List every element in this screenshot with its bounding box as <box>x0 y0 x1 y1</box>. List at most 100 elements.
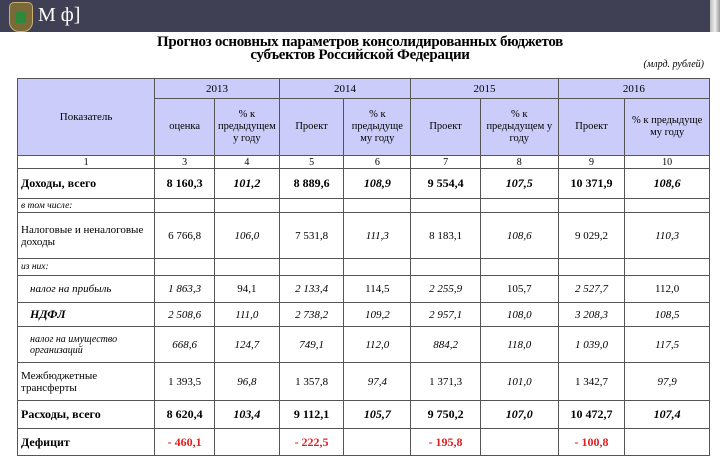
cell-value: 9 029,2 <box>557 212 626 259</box>
cell-value: - 460,1 <box>154 428 215 456</box>
header-sub: Проект <box>278 98 345 156</box>
cell-value: 97,9 <box>624 362 710 401</box>
column-number: 8 <box>479 155 559 169</box>
header-sub: % к предыдуще му году <box>624 98 710 156</box>
cell-value: 107,0 <box>479 400 559 429</box>
cell-value: 8 620,4 <box>154 400 215 429</box>
header-sub: % к предыдущем у году <box>479 98 559 156</box>
cell-value: 103,4 <box>213 400 280 429</box>
cell-value: 2 957,1 <box>410 302 481 327</box>
row-label: Доходы, всего <box>16 168 156 199</box>
top-bar: М ф] <box>0 0 710 32</box>
cell-value <box>343 428 412 456</box>
table-row: налог на прибыль 1 863,3 94,1 2 133,4 114,5 2… <box>16 275 710 303</box>
cell-value <box>278 198 345 213</box>
cell-value: 10 472,7 <box>557 400 626 429</box>
table-row: Дефицит - 460,1 - 222,5 - 195,8 - 100,8 <box>16 428 710 456</box>
header-sub: Проект <box>557 98 626 156</box>
cell-value: 1 863,3 <box>154 275 215 303</box>
row-label: Межбюджетные трансферты <box>16 362 156 401</box>
row-label: в том числе: <box>16 198 156 213</box>
header-sub: Проект <box>410 98 481 156</box>
cell-value: - 195,8 <box>410 428 481 456</box>
cell-value <box>624 258 710 276</box>
cell-value: 109,2 <box>343 302 412 327</box>
row-label: НДФЛ <box>16 302 156 327</box>
cell-value: 105,7 <box>479 275 559 303</box>
cell-value: 111,0 <box>213 302 280 327</box>
cell-value <box>479 428 559 456</box>
header-sub: % к предыдуще му году <box>343 98 412 156</box>
scrollbar[interactable] <box>710 0 720 32</box>
cell-value: 124,7 <box>213 326 280 363</box>
cell-value <box>557 258 626 276</box>
header-year: 2016 <box>557 78 711 99</box>
column-number: 6 <box>343 155 412 169</box>
cell-value: 8 889,6 <box>278 168 345 199</box>
cell-value: 668,6 <box>154 326 215 363</box>
cell-value: 112,0 <box>624 275 710 303</box>
cell-value: 118,0 <box>479 326 559 363</box>
header-year: 2015 <box>410 78 559 99</box>
row-label: налог на прибыль <box>16 275 156 303</box>
header-year: 2014 <box>278 78 412 99</box>
cell-value: 884,2 <box>410 326 481 363</box>
cell-value: 106,0 <box>213 212 280 259</box>
row-label: из них: <box>16 258 156 276</box>
row-label: налог на имущество организаций <box>16 326 156 363</box>
cell-value: 2 527,7 <box>557 275 626 303</box>
cell-value: 96,8 <box>213 362 280 401</box>
table-row: из них: <box>16 258 710 276</box>
cell-value: 105,7 <box>343 400 412 429</box>
cell-value: 108,6 <box>624 168 710 199</box>
table-row: налог на имущество организаций 668,6 124,7… <box>16 326 710 363</box>
column-number: 4 <box>213 155 280 169</box>
cell-value: - 100,8 <box>557 428 626 456</box>
cell-value <box>213 198 280 213</box>
cell-value <box>410 258 481 276</box>
cell-value <box>154 198 215 213</box>
cell-value: 6 766,8 <box>154 212 215 259</box>
table-row: Доходы, всего 8 160,3 101,2 8 889,6 108,9 9 5… <box>16 168 710 199</box>
header-sub: % к предыдущем у году <box>213 98 280 156</box>
header-indicator: Показатель <box>16 78 156 156</box>
cell-value <box>624 428 710 456</box>
cell-value: 749,1 <box>278 326 345 363</box>
row-label: Расходы, всего <box>16 400 156 429</box>
page-title-line2: субъектов Российской Федерации <box>250 47 470 63</box>
cell-value: 111,3 <box>343 212 412 259</box>
header-year: 2013 <box>154 78 280 99</box>
cell-value: 2 738,2 <box>278 302 345 327</box>
cell-value: 10 371,9 <box>557 168 626 199</box>
row-label: Дефицит <box>16 428 156 456</box>
cell-value: 108,0 <box>479 302 559 327</box>
column-number: 1 <box>16 155 156 169</box>
cell-value: 107,5 <box>479 168 559 199</box>
cell-value <box>213 258 280 276</box>
cell-value <box>278 258 345 276</box>
unit-label: (млрд. рублей) <box>643 59 704 70</box>
budget-table: Показатель 2013 2014 2015 2016 оценка % … <box>16 78 711 456</box>
row-label: Налоговые и неналоговые доходы <box>16 212 156 259</box>
cell-value <box>213 428 280 456</box>
cell-value <box>624 198 710 213</box>
cell-value: 1 342,7 <box>557 362 626 401</box>
cell-value: 2 508,6 <box>154 302 215 327</box>
cell-value <box>557 198 626 213</box>
cell-value: 112,0 <box>343 326 412 363</box>
column-number: 3 <box>154 155 215 169</box>
cell-value: 8 183,1 <box>410 212 481 259</box>
table-row: НДФЛ 2 508,6 111,0 2 738,2 109,2 2 957,1 108,0… <box>16 302 710 327</box>
table-row: Налоговые и неналоговые доходы 6 766,8 106… <box>16 212 710 259</box>
cell-value: 8 160,3 <box>154 168 215 199</box>
table-row: в том числе: <box>16 198 710 213</box>
cell-value: 97,4 <box>343 362 412 401</box>
cell-value: - 222,5 <box>278 428 345 456</box>
cell-value <box>343 258 412 276</box>
cell-value: 1 039,0 <box>557 326 626 363</box>
header-sub: оценка <box>154 98 215 156</box>
cell-value: 117,5 <box>624 326 710 363</box>
emblem-logo-icon <box>9 2 33 32</box>
cell-value: 101,2 <box>213 168 280 199</box>
cell-value <box>154 258 215 276</box>
